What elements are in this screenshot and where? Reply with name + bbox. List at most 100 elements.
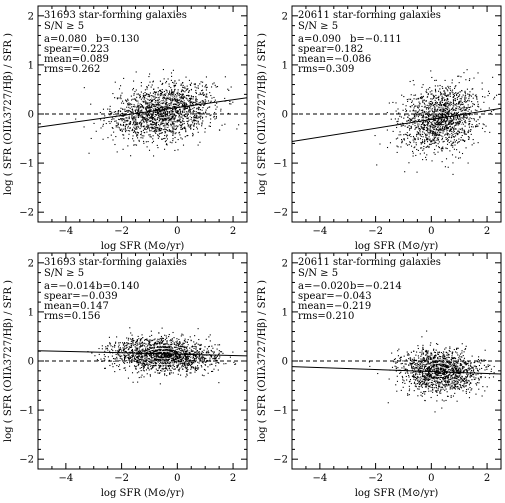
data-point xyxy=(456,117,458,119)
data-point xyxy=(164,123,166,125)
data-point xyxy=(170,124,172,126)
stat-a: a=0.080 xyxy=(44,34,87,45)
data-point xyxy=(410,119,412,122)
data-point xyxy=(156,340,158,342)
data-point xyxy=(452,119,454,122)
data-point xyxy=(456,98,458,101)
data-point xyxy=(195,98,197,100)
data-point xyxy=(470,133,472,135)
data-point xyxy=(146,103,148,105)
data-point xyxy=(197,112,200,114)
data-point xyxy=(427,129,429,131)
data-point xyxy=(476,95,478,98)
data-point xyxy=(444,128,446,130)
data-point xyxy=(433,129,435,131)
data-point xyxy=(149,361,151,363)
data-point xyxy=(166,101,168,104)
data-point xyxy=(457,122,459,124)
data-point xyxy=(423,124,425,126)
data-point xyxy=(434,140,436,142)
data-point xyxy=(450,121,452,123)
data-point xyxy=(173,342,175,344)
data-point xyxy=(212,370,214,372)
data-point xyxy=(416,113,418,115)
data-point xyxy=(189,124,191,126)
data-point xyxy=(224,123,226,125)
data-point xyxy=(416,105,418,107)
data-point xyxy=(432,138,434,140)
data-point xyxy=(178,132,180,134)
data-point xyxy=(464,112,466,114)
data-point xyxy=(223,363,225,365)
data-point xyxy=(409,120,411,122)
data-point xyxy=(167,122,170,124)
data-point xyxy=(432,114,434,117)
data-point xyxy=(136,122,138,124)
data-point xyxy=(177,360,179,362)
data-point xyxy=(434,141,436,144)
data-point xyxy=(469,120,471,122)
data-point xyxy=(165,117,167,119)
data-point xyxy=(186,369,188,371)
data-point xyxy=(122,349,124,351)
data-point xyxy=(444,111,446,113)
data-point xyxy=(144,92,146,94)
data-point xyxy=(150,126,153,128)
scatter-points xyxy=(75,68,240,157)
data-point xyxy=(176,110,178,112)
data-point xyxy=(171,349,173,352)
data-point xyxy=(160,341,162,343)
x-tick-label: −4 xyxy=(58,226,73,237)
data-point xyxy=(179,341,181,343)
data-point xyxy=(168,85,170,87)
data-point xyxy=(151,100,153,102)
data-point xyxy=(133,129,135,131)
data-point xyxy=(438,118,440,120)
data-point xyxy=(132,98,134,100)
data-point xyxy=(185,350,187,352)
data-point xyxy=(169,113,171,115)
data-point xyxy=(399,131,401,133)
data-point xyxy=(420,147,422,149)
data-point xyxy=(174,102,176,104)
data-point xyxy=(158,107,160,109)
data-point xyxy=(102,125,104,127)
data-point xyxy=(169,96,171,98)
data-point xyxy=(163,343,165,345)
data-point xyxy=(442,114,444,116)
data-point xyxy=(175,141,177,143)
data-point xyxy=(386,112,388,114)
data-point xyxy=(476,97,478,99)
data-point xyxy=(457,117,459,119)
data-point xyxy=(197,356,199,358)
data-point xyxy=(145,369,147,371)
data-point xyxy=(144,97,146,99)
data-point xyxy=(199,344,201,346)
data-point xyxy=(152,117,154,119)
data-point xyxy=(184,363,186,365)
data-point xyxy=(143,362,145,365)
data-point xyxy=(184,126,186,128)
data-point xyxy=(201,350,203,352)
data-point xyxy=(137,132,139,134)
data-point xyxy=(141,374,143,376)
data-point xyxy=(442,108,444,110)
data-point xyxy=(139,128,141,130)
data-point xyxy=(151,117,153,119)
data-point xyxy=(125,113,127,115)
data-point xyxy=(182,86,184,88)
data-point xyxy=(419,134,421,136)
data-point xyxy=(147,141,149,143)
data-point xyxy=(182,81,184,84)
data-point xyxy=(145,141,147,143)
data-point xyxy=(161,356,163,358)
data-point xyxy=(176,99,179,101)
data-point xyxy=(144,132,146,134)
data-point xyxy=(142,355,144,357)
data-point xyxy=(175,82,177,84)
data-point xyxy=(410,126,412,128)
data-point xyxy=(159,372,161,374)
data-point xyxy=(171,126,173,128)
data-point xyxy=(137,357,139,359)
